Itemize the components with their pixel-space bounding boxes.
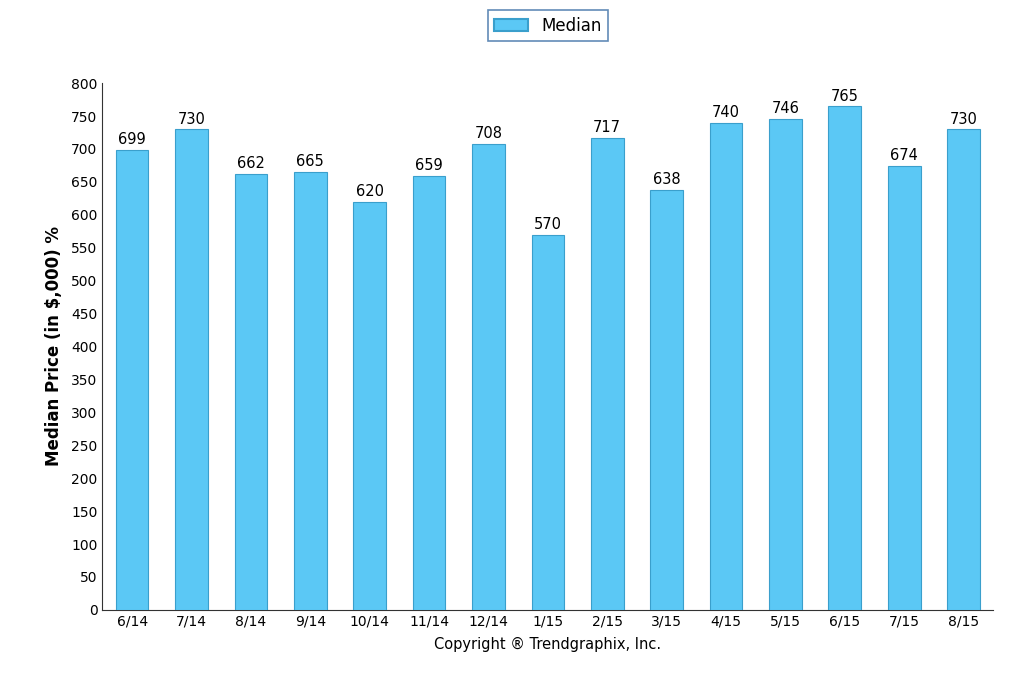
Text: 708: 708 <box>474 126 503 141</box>
Bar <box>650 190 683 610</box>
Bar <box>710 123 742 610</box>
Text: 665: 665 <box>296 155 325 169</box>
Text: 662: 662 <box>237 157 265 171</box>
Text: 659: 659 <box>415 159 443 173</box>
Bar <box>769 119 802 610</box>
Y-axis label: Median Price (in $,000) %: Median Price (in $,000) % <box>45 227 62 466</box>
Bar <box>888 166 921 610</box>
Bar <box>294 172 327 610</box>
Text: 765: 765 <box>830 89 859 103</box>
Text: 638: 638 <box>653 172 680 187</box>
X-axis label: Copyright ® Trendgraphix, Inc.: Copyright ® Trendgraphix, Inc. <box>434 637 662 652</box>
Legend: Median: Median <box>487 10 608 41</box>
Bar <box>234 174 267 610</box>
Bar <box>116 150 148 610</box>
Bar <box>413 176 445 610</box>
Bar <box>353 202 386 610</box>
Bar <box>175 129 208 610</box>
Text: 620: 620 <box>355 184 384 199</box>
Bar <box>947 129 980 610</box>
Bar <box>591 138 624 610</box>
Bar <box>472 143 505 610</box>
Text: 674: 674 <box>890 148 919 164</box>
Text: 746: 746 <box>771 101 800 116</box>
Text: 730: 730 <box>177 112 206 127</box>
Text: 717: 717 <box>593 120 622 135</box>
Bar <box>531 234 564 610</box>
Text: 740: 740 <box>712 105 740 120</box>
Text: 570: 570 <box>534 217 562 232</box>
Text: 699: 699 <box>118 132 146 147</box>
Text: 730: 730 <box>949 112 978 127</box>
Bar <box>828 106 861 610</box>
